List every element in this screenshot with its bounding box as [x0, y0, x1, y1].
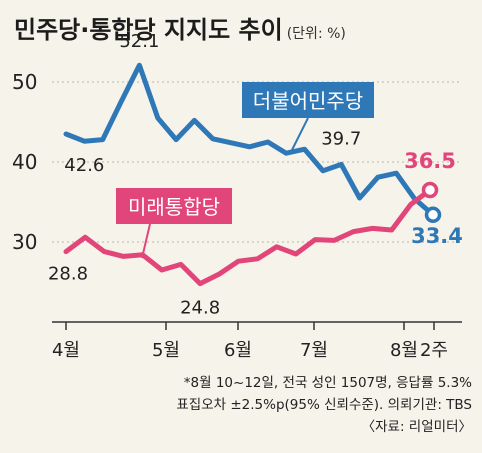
- data-label: 28.8: [48, 264, 88, 285]
- data-label: 36.5: [404, 149, 456, 173]
- data-label: 39.7: [321, 128, 361, 149]
- series-end-marker: [424, 206, 442, 224]
- x-tick-label: 5월: [152, 340, 180, 361]
- x-tick-label: 4월: [52, 340, 80, 361]
- data-label: 24.8: [180, 298, 220, 319]
- legend-leader: [141, 223, 151, 259]
- legend-box-democratic: [242, 82, 374, 118]
- footnote-line-1: *8월 10~12일, 전국 성인 1507명, 응답률 5.3%: [183, 375, 472, 391]
- legend-leader: [291, 117, 309, 151]
- unit-label: (단위: %): [286, 26, 346, 42]
- y-tick-label: 30: [12, 230, 37, 254]
- data-label: 42.6: [64, 155, 104, 176]
- footnote-line-2: 표집오차 ±2.5%p(95% 신뢰수준). 의뢰기관: TBS: [176, 397, 472, 413]
- y-tick-label: 40: [12, 150, 37, 174]
- legend-label-democratic: 더불어민주당: [253, 89, 363, 113]
- data-label: 33.4: [411, 224, 463, 248]
- x-tick-label: 8월: [390, 340, 418, 361]
- series-line-democratic: [63, 62, 436, 218]
- x-tick-label: 7월: [300, 340, 328, 361]
- series-end-marker: [421, 181, 439, 199]
- legend-box-unified: [116, 188, 232, 224]
- title-text: 민주당·통합당 지지도 추이: [14, 16, 283, 44]
- chart-title: 민주당·통합당 지지도 추이 (단위: %): [14, 10, 346, 45]
- footnote: *8월 10~12일, 전국 성인 1507명, 응답률 5.3% 표집오차 ±…: [176, 372, 472, 438]
- footnote-line-3: 〈자료: 리얼미터〉: [361, 419, 472, 435]
- x-tick-label: 6월: [224, 340, 252, 361]
- y-tick-label: 50: [12, 70, 37, 94]
- legend-label-unified: 미래통합당: [128, 195, 220, 219]
- series-line-unified: [63, 187, 433, 287]
- x-tick-label: 2주: [420, 340, 448, 361]
- data-label: 52.1: [119, 31, 159, 52]
